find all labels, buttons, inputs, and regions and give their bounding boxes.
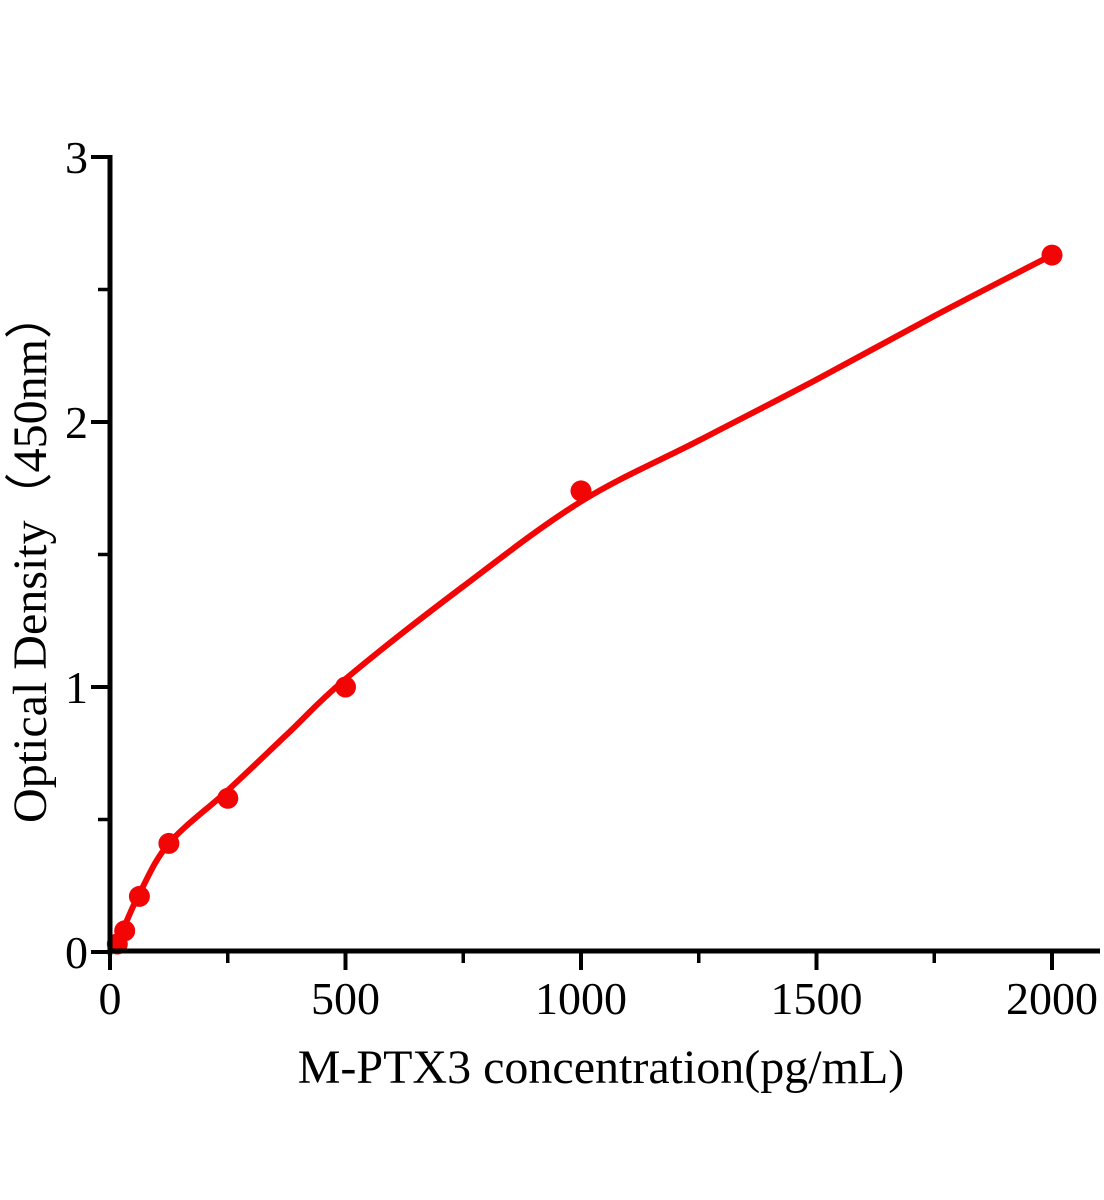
y-tick-label: 3 bbox=[65, 132, 88, 183]
x-tick-label: 2000 bbox=[1006, 973, 1098, 1024]
x-tick-label: 1500 bbox=[771, 973, 863, 1024]
x-tick-label: 500 bbox=[311, 973, 380, 1024]
x-axis-title: M-PTX3 concentration(pg/mL) bbox=[298, 1041, 905, 1094]
data-point bbox=[128, 885, 150, 907]
x-tick-label: 1000 bbox=[535, 973, 627, 1024]
y-tick-label: 2 bbox=[65, 397, 88, 448]
data-point bbox=[114, 920, 136, 942]
data-point bbox=[158, 832, 180, 854]
data-point bbox=[570, 480, 592, 502]
data-point bbox=[217, 787, 239, 809]
y-tick-label: 0 bbox=[65, 927, 88, 978]
x-tick-label: 0 bbox=[99, 973, 122, 1024]
standard-curve-line bbox=[110, 252, 1055, 953]
y-axis-title: Optical Density（450nm） bbox=[4, 291, 57, 823]
data-point bbox=[1041, 244, 1063, 266]
data-point bbox=[335, 676, 356, 698]
y-tick-label: 1 bbox=[65, 662, 88, 713]
plot-area: 0 500 1000 1500 2000 0 1 2 3 bbox=[65, 132, 1100, 1024]
